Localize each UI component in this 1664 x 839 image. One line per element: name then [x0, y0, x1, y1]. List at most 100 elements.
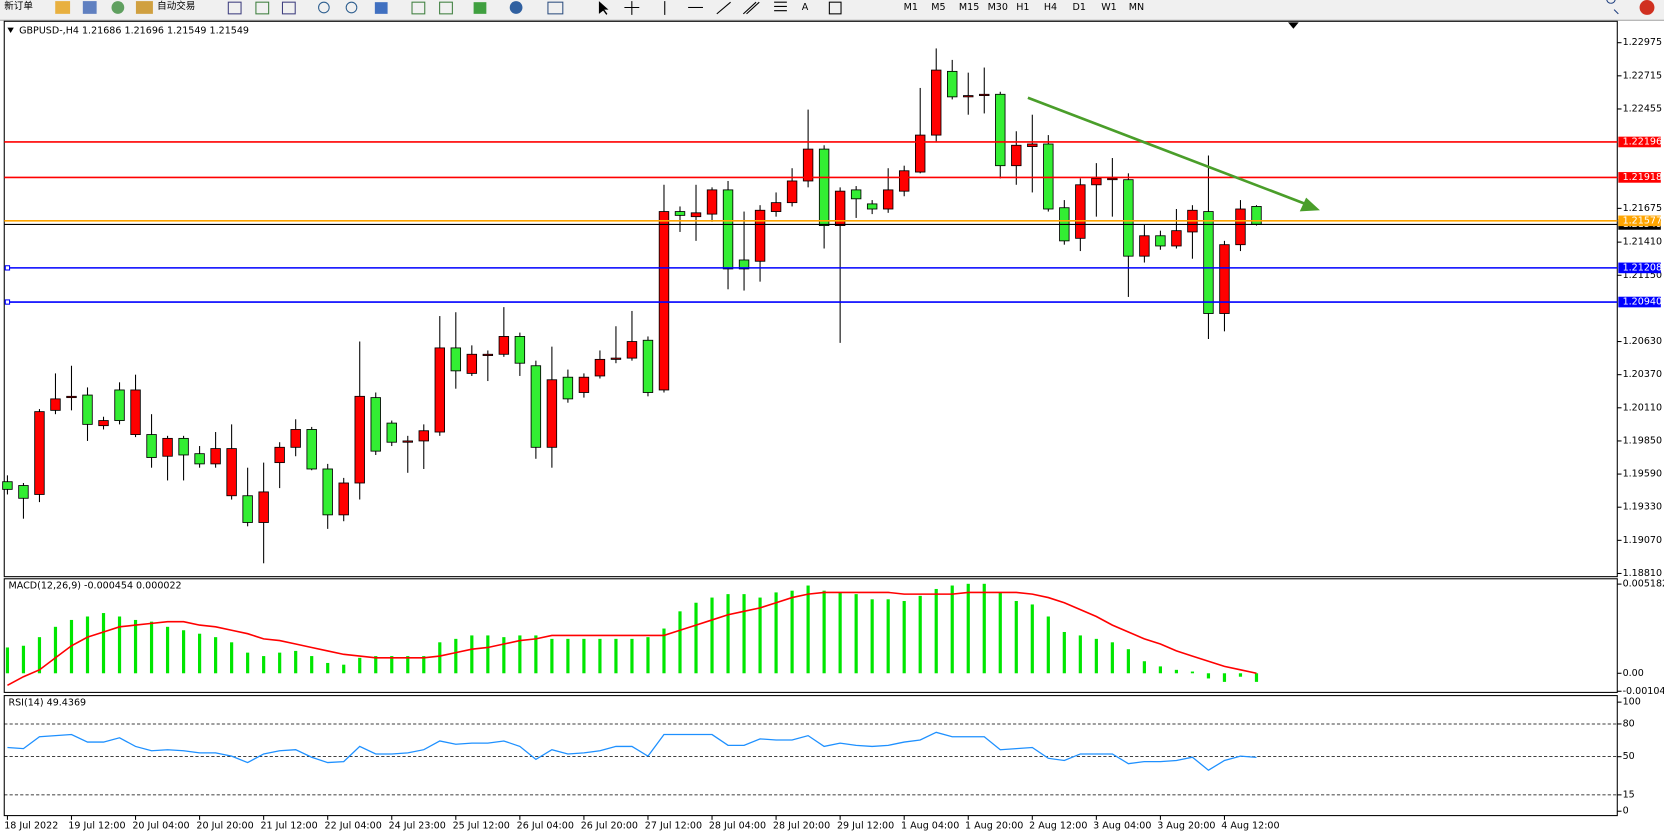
periods[interactable] — [509, 1, 523, 14]
macd-bar — [806, 585, 810, 674]
auto-trading-button[interactable]: 自动交易 — [157, 0, 195, 12]
x-tick-label: 3 Aug 04:00 — [1093, 821, 1151, 832]
price-level-tag — [1618, 262, 1661, 274]
candle-body — [562, 376, 574, 400]
macd-bar — [454, 638, 458, 674]
candle-body — [1075, 184, 1086, 239]
macd-bar — [85, 616, 90, 674]
icon[interactable] — [374, 2, 388, 14]
new-order-button[interactable]: 新订单 — [4, 0, 33, 12]
macd-bar — [149, 621, 154, 674]
macd-bar — [326, 662, 330, 674]
macd-bar — [214, 637, 218, 674]
price-level-tag — [1618, 296, 1661, 308]
macd-bar — [310, 656, 314, 674]
collapse-marker — [7, 27, 14, 33]
candle-body — [50, 398, 61, 411]
icon[interactable] — [411, 1, 426, 15]
x-tick-label: 20 Jul 04:00 — [132, 821, 189, 832]
price-level-label: 1.21918 — [1623, 172, 1662, 183]
macd-bar — [790, 590, 794, 674]
crosshair-tool[interactable] — [624, 1, 640, 15]
macd-bar — [854, 594, 858, 674]
candle-body — [995, 93, 1006, 167]
timeframe-button[interactable]: MN — [1129, 2, 1144, 13]
auto-trading-icon[interactable] — [135, 1, 153, 14]
candle-body — [114, 389, 125, 421]
y-tick-label: 1.21410 — [1623, 237, 1662, 248]
icon[interactable] — [227, 1, 242, 15]
macd-bar — [278, 652, 282, 674]
toolbar — [0, 0, 1664, 21]
macd-bar — [133, 619, 138, 674]
candle-body — [1139, 235, 1150, 257]
text-tool[interactable]: A — [802, 2, 809, 13]
macd-bar — [1206, 673, 1211, 679]
fibo-tool[interactable] — [774, 1, 787, 12]
icon[interactable] — [255, 1, 270, 15]
x-tick-label: 24 Jul 23:00 — [389, 821, 446, 832]
macd-bar — [774, 592, 778, 674]
price-level-tag — [1618, 136, 1661, 148]
x-tick-label: 28 Jul 20:00 — [773, 821, 830, 832]
timeframe-button[interactable]: M15 — [959, 2, 979, 13]
macd-bar — [53, 626, 58, 674]
candle-body — [2, 481, 13, 490]
macd-bar — [1110, 642, 1114, 674]
zoom-in[interactable] — [318, 1, 330, 14]
macd-bar — [662, 628, 666, 674]
macd-bar — [246, 652, 250, 674]
trendline-tool[interactable] — [716, 1, 731, 15]
macd-bar — [342, 664, 346, 674]
icon[interactable] — [55, 1, 71, 14]
icon[interactable] — [281, 1, 296, 15]
macd-bar — [165, 626, 170, 674]
timeframe-button[interactable]: M5 — [931, 2, 945, 13]
candle-body — [642, 339, 654, 393]
icon[interactable] — [82, 1, 97, 14]
candle-body — [434, 347, 446, 433]
timeframe-button[interactable]: M1 — [904, 2, 918, 13]
candle-body — [354, 395, 365, 484]
trend-arrow — [1027, 96, 1309, 207]
candle-body — [882, 189, 894, 210]
cursor-tool[interactable] — [598, 1, 609, 15]
icon[interactable] — [439, 1, 453, 15]
templates[interactable] — [547, 1, 564, 15]
icon[interactable] — [111, 1, 125, 14]
label-tool[interactable] — [828, 1, 842, 15]
x-tick-label: 26 Jul 04:00 — [517, 821, 574, 832]
y-tick-label: 1.20110 — [1623, 402, 1662, 413]
search[interactable] — [1606, 0, 1619, 15]
candle-body — [178, 437, 189, 456]
macd-bar — [5, 647, 10, 674]
macd-bar — [230, 642, 234, 674]
timeframe-button[interactable]: M30 — [988, 2, 1008, 13]
x-tick-label: 25 Jul 12:00 — [453, 821, 510, 832]
candle-body — [194, 453, 205, 465]
y-tick-label: 15 — [1623, 789, 1635, 800]
timeframe-button[interactable]: D1 — [1073, 2, 1086, 13]
macd-bar — [694, 602, 698, 674]
macd-bar — [950, 585, 954, 674]
timeframe-button[interactable]: W1 — [1101, 2, 1117, 13]
candle-body — [162, 437, 173, 457]
indicators[interactable] — [473, 2, 487, 14]
y-tick-label: 1.21675 — [1623, 203, 1662, 214]
zoom-out[interactable] — [345, 1, 358, 14]
rsi-line — [7, 731, 1257, 771]
macd-bar — [181, 630, 186, 674]
candle-body — [82, 394, 93, 425]
macd-bar — [1190, 671, 1195, 674]
timeframe-button[interactable]: H1 — [1016, 2, 1029, 13]
timeframe-button[interactable]: H4 — [1044, 2, 1057, 13]
macd-bar — [1254, 673, 1259, 682]
y-tick-label: 1.22975 — [1623, 37, 1662, 48]
notifications[interactable] — [1639, 0, 1655, 15]
macd-bar — [758, 597, 762, 674]
price-level-tag — [1618, 172, 1661, 183]
candle-body — [738, 259, 750, 270]
candle-body — [722, 189, 734, 270]
channel-tool[interactable] — [742, 1, 760, 15]
macd-bar — [902, 601, 906, 674]
